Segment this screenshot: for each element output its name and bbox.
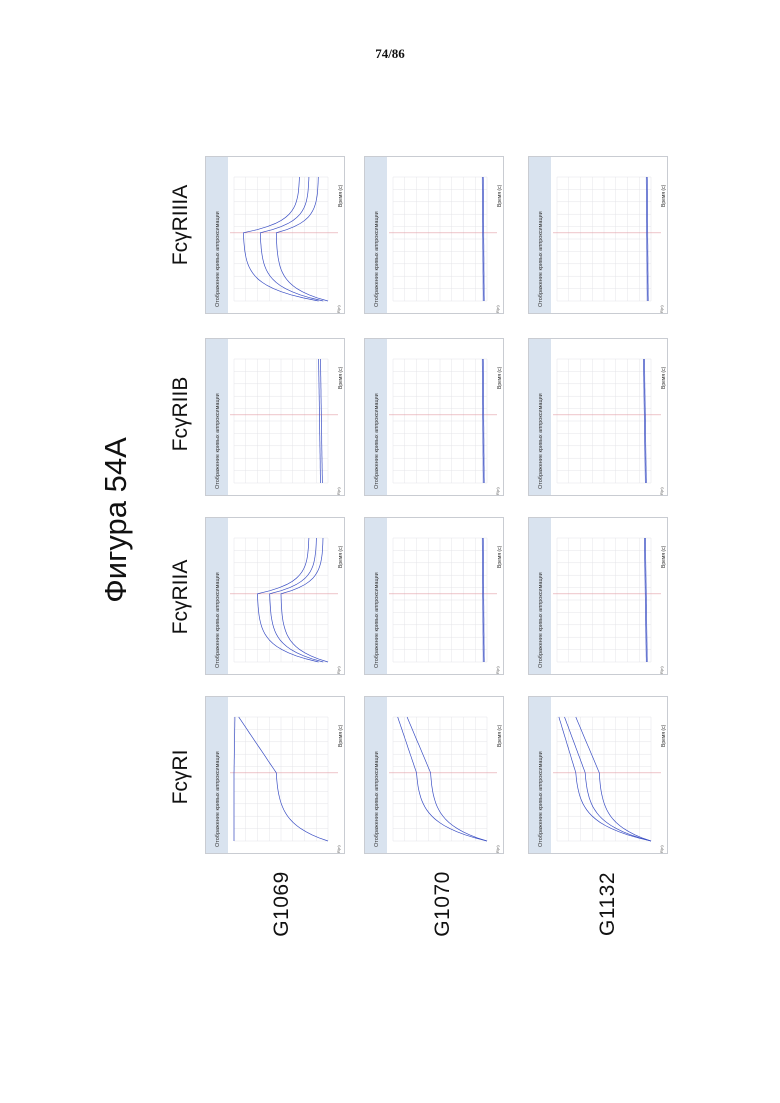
receptor-label-fcgriia: FcγRIIA [169,560,193,635]
y-axis-label: R(н) [336,666,341,674]
sample-label-g1070: G1070 [431,871,455,937]
receptor-label-fcgriiia: FcγRIIIA [169,185,193,266]
figure-title: Фигура 54А [98,437,134,603]
y-axis-label: R(н) [659,845,664,853]
chart-panel-g1069-fcgriib: Отображение кривых аппроксимации R(н) Врем… [205,338,345,496]
x-axis-label: Время (с) [661,366,667,389]
sensorgram-svg: Отображение кривых аппроксимации R(н) Врем… [206,518,345,675]
sensorgram-svg: Отображение кривых аппроксимации R(н) Врем… [529,157,668,314]
y-axis-label: R(н) [495,845,500,853]
y-axis-label: R(н) [495,305,500,313]
receptor-label-fcgri: FcγRI [169,750,193,805]
y-axis-label: R(н) [659,305,664,313]
sensorgram-svg: Отображение кривых аппроксимации R(н) Врем… [529,697,668,854]
panel-title: Отображение кривых аппроксимации [538,751,544,847]
y-axis-label: R(н) [495,487,500,495]
chart-panel-g1069-fcgriiia: Отображение кривых аппроксимации R(н) Врем… [205,156,345,314]
chart-panel-g1132-fcgri: Отображение кривых аппроксимации R(н) Врем… [528,696,668,854]
chart-panel-g1070-fcgriib: Отображение кривых аппроксимации R(н) Врем… [364,338,504,496]
x-axis-label: Время (с) [497,545,503,568]
x-axis-label: Время (с) [338,366,344,389]
chart-panel-g1132-fcgriib: Отображение кривых аппроксимации R(н) Врем… [528,338,668,496]
y-axis-label: R(н) [495,666,500,674]
panel-title: Отображение кривых аппроксимации [538,572,544,668]
x-axis-label: Время (с) [338,184,344,207]
sensorgram-svg: Отображение кривых аппроксимации R(н) Врем… [365,518,504,675]
chart-panel-g1070-fcgriiia: Отображение кривых аппроксимации R(н) Врем… [364,156,504,314]
panel-title: Отображение кривых аппроксимации [215,751,221,847]
x-axis-label: Время (с) [497,366,503,389]
sensorgram-svg: Отображение кривых аппроксимации R(н) Врем… [529,518,668,675]
panel-title: Отображение кривых аппроксимации [215,572,221,668]
x-axis-label: Время (с) [661,545,667,568]
chart-panel-g1069-fcgri: Отображение кривых аппроксимации R(н) Врем… [205,696,345,854]
panel-title: Отображение кривых аппроксимации [374,393,380,489]
sensorgram-svg: Отображение кривых аппроксимации R(н) Врем… [206,339,345,496]
x-axis-label: Время (с) [338,724,344,747]
panel-title: Отображение кривых аппроксимации [215,211,221,307]
panel-title: Отображение кривых аппроксимации [374,572,380,668]
y-axis-label: R(н) [336,305,341,313]
chart-panel-g1070-fcgriia: Отображение кривых аппроксимации R(н) Врем… [364,517,504,675]
chart-panel-g1070-fcgri: Отображение кривых аппроксимации R(н) Врем… [364,696,504,854]
sensorgram-svg: Отображение кривых аппроксимации R(н) Врем… [365,339,504,496]
y-axis-label: R(н) [336,487,341,495]
x-axis-label: Время (с) [497,184,503,207]
y-axis-label: R(н) [659,666,664,674]
panel-title: Отображение кривых аппроксимации [374,211,380,307]
y-axis-label: R(н) [336,845,341,853]
chart-panel-g1069-fcgriia: Отображение кривых аппроксимации R(н) Врем… [205,517,345,675]
receptor-label-fcgriib: FcγRIIB [169,377,193,452]
sensorgram-svg: Отображение кривых аппроксимации R(н) Врем… [365,157,504,314]
sample-label-g1132: G1132 [596,872,620,936]
page-number: 74/86 [0,46,780,62]
x-axis-label: Время (с) [497,724,503,747]
chart-panel-g1132-fcgriiia: Отображение кривых аппроксимации R(н) Врем… [528,156,668,314]
x-axis-label: Время (с) [661,724,667,747]
sensorgram-svg: Отображение кривых аппроксимации R(н) Врем… [365,697,504,854]
sensorgram-svg: Отображение кривых аппроксимации R(н) Врем… [206,697,345,854]
chart-panel-g1132-fcgriia: Отображение кривых аппроксимации R(н) Врем… [528,517,668,675]
sensorgram-svg: Отображение кривых аппроксимации R(н) Врем… [529,339,668,496]
y-axis-label: R(н) [659,487,664,495]
panel-title: Отображение кривых аппроксимации [538,393,544,489]
panel-title: Отображение кривых аппроксимации [538,211,544,307]
panel-title: Отображение кривых аппроксимации [215,393,221,489]
x-axis-label: Время (с) [661,184,667,207]
sensorgram-svg: Отображение кривых аппроксимации R(н) Врем… [206,157,345,314]
x-axis-label: Время (с) [338,545,344,568]
panel-title: Отображение кривых аппроксимации [374,751,380,847]
sample-label-g1069: G1069 [270,871,294,937]
